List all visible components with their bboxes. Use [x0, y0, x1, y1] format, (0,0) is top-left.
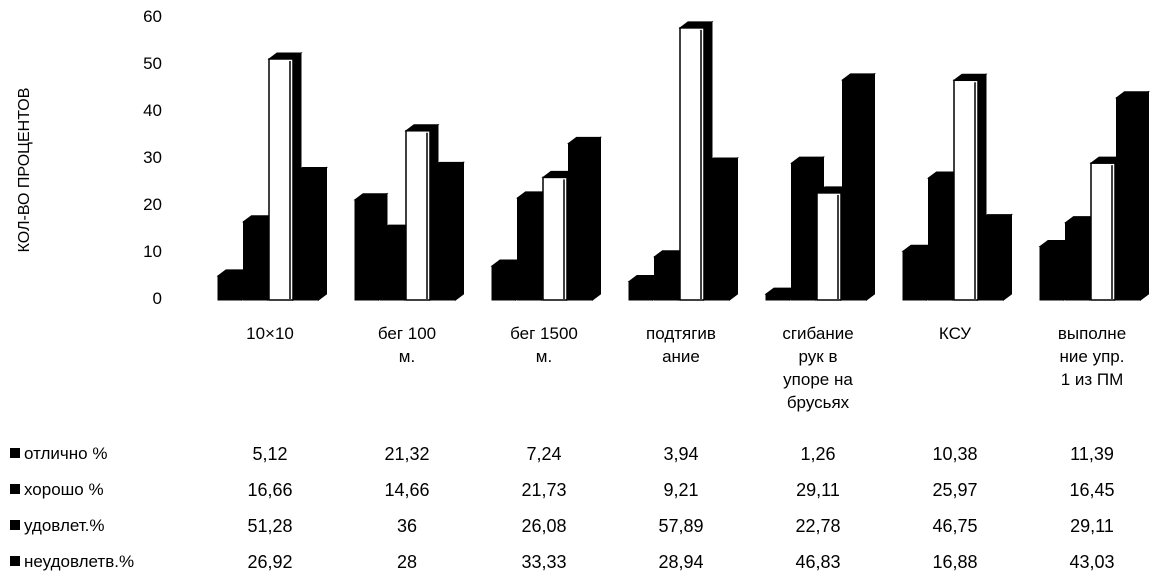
data-label-s3-c1: 28	[396, 552, 418, 572]
y-tick-label-2: 20	[143, 195, 162, 214]
legend-entry-3: неудовлетв.%	[10, 552, 134, 572]
y-tick-label-1: 10	[143, 242, 162, 261]
data-label-s0-c3: 3,94	[663, 444, 699, 464]
data-label-s1-c1: 14,66	[384, 480, 430, 500]
bar-s2-c3	[679, 27, 705, 301]
data-label-s2-c6: 29,11	[1070, 516, 1114, 536]
bar-chart-plot	[216, 20, 1150, 301]
category-label-3: подтягив ание	[646, 324, 716, 366]
bar-s1-c2	[517, 197, 542, 301]
bar-side-s3-c5	[1003, 213, 1012, 301]
legend-entry-2: удовлет.%	[10, 516, 105, 536]
data-label-s0-c0: 5,12	[252, 444, 288, 464]
data-label-s1-c4: 29,11	[796, 480, 840, 500]
data-label-s2-c2: 26,08	[521, 516, 567, 536]
data-label-s1-c6: 16,45	[1069, 480, 1115, 500]
bar-s3-c4	[842, 79, 867, 301]
bar-s1-c5	[928, 177, 953, 301]
bar-s2-c4	[816, 192, 842, 301]
data-label-s0-c2: 7,24	[526, 444, 562, 464]
legend-swatch-icon	[10, 448, 20, 458]
bar-s3-c2	[568, 142, 593, 301]
bar-s0-c0	[217, 275, 243, 301]
bar-s3-c6	[1116, 97, 1141, 301]
table-row-1: хорошо % 16,66 14,66 21,73 9,21 29,11 25,97 16,…	[10, 476, 1150, 506]
data-label-s2-c3: 57,89	[658, 516, 704, 536]
bar-side-s3-c6	[1140, 90, 1149, 301]
table-row-0: отлично % 5,12 21,32 7,24 3,94 1,26 10,38 11,39	[10, 440, 1150, 470]
legend-label: удовлет.%	[24, 516, 105, 535]
y-tick-label-3: 30	[143, 148, 162, 167]
bar-s2-c5	[953, 79, 979, 301]
bar-side-s3-c1	[455, 161, 464, 301]
y-tick-label-4: 40	[143, 101, 162, 120]
category-label-5: КСУ	[938, 324, 972, 343]
data-label-s3-c3: 28,94	[658, 552, 704, 572]
bar-s1-c1	[380, 230, 405, 301]
legend-label: отлично %	[24, 444, 108, 463]
bar-s1-c0	[243, 221, 268, 301]
data-label-s3-c4: 46,83	[795, 552, 841, 572]
data-label-s3-c5: 16,88	[932, 552, 978, 572]
bar-s3-c1	[431, 167, 456, 301]
bar-s0-c2	[491, 265, 517, 301]
bar-side-s3-c0	[318, 166, 327, 301]
bar-s0-c5	[902, 250, 928, 301]
bar-s1-c4	[791, 162, 816, 301]
bar-s3-c3	[705, 163, 730, 301]
bar-s0-c6	[1039, 245, 1065, 301]
data-label-s1-c2: 21,73	[521, 480, 567, 500]
table-row-3: неудовлетв.% 26,92 28 33,33 28,94 46,83 16,88 4…	[10, 548, 1150, 578]
y-tick-label-5: 50	[143, 54, 162, 73]
legend-swatch-icon	[10, 484, 20, 494]
table-row-2: удовлет.% 51,28 36 26,08 57,89 22,78 46,75 29,1…	[10, 512, 1150, 542]
bar-s2-c2	[542, 176, 568, 301]
data-label-s2-c5: 46,75	[932, 516, 978, 536]
bar-s3-c0	[294, 172, 319, 301]
data-label-s1-c0: 16,66	[247, 480, 293, 500]
y-axis-label: КОЛ-ВО ПРОЦЕНТОВ	[16, 87, 33, 253]
legend-label: хорошо %	[24, 480, 104, 499]
data-label-s3-c6: 43,03	[1069, 552, 1115, 572]
data-label-s1-c3: 9,21	[663, 480, 699, 500]
y-tick-label-0: 0	[152, 289, 162, 308]
bar-s2-c6	[1090, 162, 1116, 301]
legend-entry-1: хорошо %	[10, 480, 104, 500]
bar-s2-c0	[268, 58, 294, 301]
bar-side-s3-c3	[729, 156, 738, 301]
bar-s3-c5	[979, 220, 1004, 301]
bar-s0-c1	[354, 199, 380, 301]
data-label-s2-c4: 22,78	[795, 516, 841, 536]
y-tick-label-6: 60	[143, 7, 162, 26]
data-label-s2-c1: 36	[396, 516, 418, 536]
category-label-2: бег 1500 м.	[510, 324, 578, 366]
bar-s0-c3	[628, 280, 654, 301]
category-label-1: бег 100 м.	[377, 324, 437, 366]
data-label-s3-c0: 26,92	[247, 552, 293, 572]
category-label-6: выполне ние упр. 1 из ПМ	[1057, 324, 1127, 389]
data-label-s0-c1: 21,32	[384, 444, 430, 464]
bar-side-s3-c4	[866, 72, 875, 301]
data-label-s0-c5: 10,38	[932, 444, 978, 464]
legend-swatch-icon	[10, 556, 20, 566]
bar-s1-c6	[1065, 222, 1090, 301]
category-label-4: сгибание рук в упоре на брусьях	[782, 324, 854, 412]
bar-side-s3-c2	[592, 136, 601, 301]
data-label-s2-c0: 51,28	[247, 516, 293, 536]
data-label-s3-c2: 33,33	[521, 552, 567, 572]
legend-label: неудовлетв.%	[24, 552, 135, 571]
data-label-s0-c4: 1,26	[800, 444, 836, 464]
y-axis-label-box: КОЛ-ВО ПРОЦЕНТОВ	[10, 40, 40, 300]
data-label-s0-c6: 11,39	[1070, 444, 1114, 464]
legend-swatch-icon	[10, 520, 20, 530]
bar-s2-c1	[405, 130, 431, 301]
data-label-s1-c5: 25,97	[932, 480, 978, 500]
legend-entry-0: отлично %	[10, 444, 107, 464]
bar-s0-c4	[765, 293, 791, 301]
category-label-0: 10×10	[246, 324, 294, 343]
bar-s1-c3	[654, 256, 679, 301]
